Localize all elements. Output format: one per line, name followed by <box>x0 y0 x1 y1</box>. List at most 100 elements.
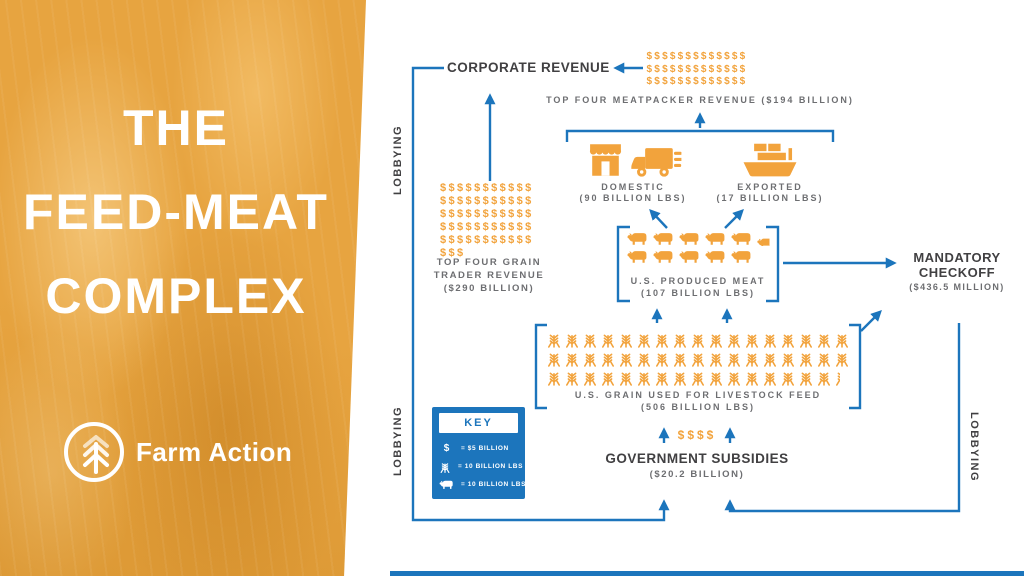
livestock-icon <box>705 231 727 246</box>
livestock-icon <box>439 480 453 489</box>
wheat-icon <box>618 349 634 367</box>
wheat-icon <box>816 368 832 386</box>
wheat-arrow-circle-icon <box>64 422 124 482</box>
subsidies-label: GOVERNMENT SUBSIDIES <box>605 451 789 466</box>
livestock-icon <box>705 249 727 264</box>
lobbying-label-left-top: LOBBYING <box>392 124 404 196</box>
wheat-icon <box>726 330 742 348</box>
key-row: = 10 BILLION LBS <box>439 457 522 475</box>
bracket-grain-right <box>849 323 862 410</box>
title-line: FEED-MEAT <box>23 184 329 240</box>
wheat-icon <box>546 368 562 386</box>
wheat-icon <box>708 349 724 367</box>
brand-name: Farm Action <box>136 437 293 467</box>
wheat-icon <box>654 349 670 367</box>
wheat-icon <box>636 368 652 386</box>
meat-icon-row <box>627 231 770 246</box>
wheat-icon <box>672 368 688 386</box>
meat-sublabel: (107 BILLION LBS) <box>640 288 756 298</box>
title-line: THE <box>123 100 229 156</box>
checkoff-label-1: MANDATORY <box>913 250 1001 265</box>
dollar-row: $$$$$$$$$$$ <box>440 182 534 194</box>
livestock-icon <box>757 234 770 246</box>
livestock-icon <box>627 249 649 264</box>
wheat-icon <box>798 330 814 348</box>
wheat-icon <box>798 368 814 386</box>
wheat-icon <box>618 368 634 386</box>
meatpacker-revenue-label: TOP FOUR MEATPACKER REVENUE ($194 BILLIO… <box>546 95 854 105</box>
wheat-icon <box>672 330 688 348</box>
livestock-icon <box>731 231 753 246</box>
wheat-icon <box>834 330 850 348</box>
meatpacker-dollar-pile: $$$$$$$$$$$$$ $$$$$$$$$$$$$ $$$$$$$$$$$$… <box>647 51 748 89</box>
title-panel: THE FEED-MEAT COMPLEX Farm Action <box>0 0 366 576</box>
wheat-icon <box>762 330 778 348</box>
wheat-icon <box>564 349 580 367</box>
wheat-icon <box>636 349 652 367</box>
exported-icons <box>740 141 800 180</box>
wheat-icon <box>708 368 724 386</box>
wheat-icon <box>816 330 832 348</box>
arrow-meat-to-exported <box>724 209 744 229</box>
checkoff-label-2: CHECKOFF <box>918 265 996 280</box>
dollar-row: $$$ <box>440 247 466 259</box>
arrow-grain-to-checkoff <box>860 310 882 332</box>
lobbying-label-right: LOBBYING <box>968 411 980 483</box>
domestic-label: DOMESTIC <box>601 182 665 192</box>
livestock-icon <box>653 249 675 264</box>
grain-sublabel: (506 BILLION LBS) <box>640 402 756 412</box>
wheat-icon <box>780 349 796 367</box>
livestock-icon <box>627 231 649 246</box>
bottom-accent-bar <box>390 571 1024 576</box>
checkoff-sublabel: ($436.5 MILLION) <box>909 282 1005 292</box>
arrow-meat-to-domestic <box>649 208 668 229</box>
dollar-row: $$$$$$$$$$$ <box>440 221 534 233</box>
grain-icon-grid <box>546 330 850 387</box>
wheat-icon <box>690 330 706 348</box>
wheat-icon <box>780 330 796 348</box>
grain-icon-row <box>546 349 850 367</box>
legend-key: KEY $ = $5 BILLION = 10 BILLION LBS = 10… <box>432 407 525 499</box>
wheat-icon <box>780 368 796 386</box>
key-row: $ = $5 BILLION <box>439 439 518 457</box>
wheat-icon <box>672 349 688 367</box>
dollar-row: $$$$$$$$$$$ <box>440 195 534 207</box>
subsidies-dollars: $$$$ <box>677 428 717 442</box>
domestic-sublabel: (90 BILLION LBS) <box>579 193 687 203</box>
wheat-icon <box>762 349 778 367</box>
wheat-icon <box>834 349 850 367</box>
key-meaning: = $5 BILLION <box>461 444 509 452</box>
wheat-icon <box>708 330 724 348</box>
exported-sublabel: (17 BILLION LBS) <box>716 193 824 203</box>
wheat-icon <box>600 349 616 367</box>
corporate-revenue-label: CORPORATE REVENUE <box>447 60 610 75</box>
domestic-icons <box>585 139 682 181</box>
dollar-row: $$$$$$$$$$$$$ <box>646 51 748 62</box>
wheat-icon <box>582 368 598 386</box>
wheat-icon <box>582 330 598 348</box>
grain-trader-label-2: TRADER REVENUE <box>433 270 545 281</box>
wheat-icon <box>546 349 562 367</box>
wheat-icon <box>744 368 760 386</box>
dollar-row: $$$$$$$$$$$$$ <box>646 76 748 87</box>
wheat-icon <box>654 330 670 348</box>
meat-label: U.S. PRODUCED MEAT <box>630 276 766 286</box>
wheat-icon <box>744 349 760 367</box>
wheat-icon <box>636 330 652 348</box>
wheat-icon <box>564 330 580 348</box>
cargo-ship-icon <box>743 143 797 177</box>
livestock-icon <box>679 231 701 246</box>
livestock-icon <box>731 249 753 264</box>
wheat-icon <box>600 330 616 348</box>
page-title: THE FEED-MEAT COMPLEX <box>0 86 352 338</box>
wheat-icon <box>834 368 840 386</box>
storefront-icon <box>589 144 622 176</box>
wheat-icon <box>654 368 670 386</box>
wheat-icon <box>726 368 742 386</box>
grain-trader-dollar-pile: $$$$$$$$$$$ $$$$$$$$$$$ $$$$$$$$$$$ $$$$… <box>440 182 534 260</box>
wheat-icon <box>546 330 562 348</box>
grain-label: U.S. GRAIN USED FOR LIVESTOCK FEED <box>574 390 822 400</box>
title-line: COMPLEX <box>45 268 307 324</box>
wheat-icon <box>762 368 778 386</box>
